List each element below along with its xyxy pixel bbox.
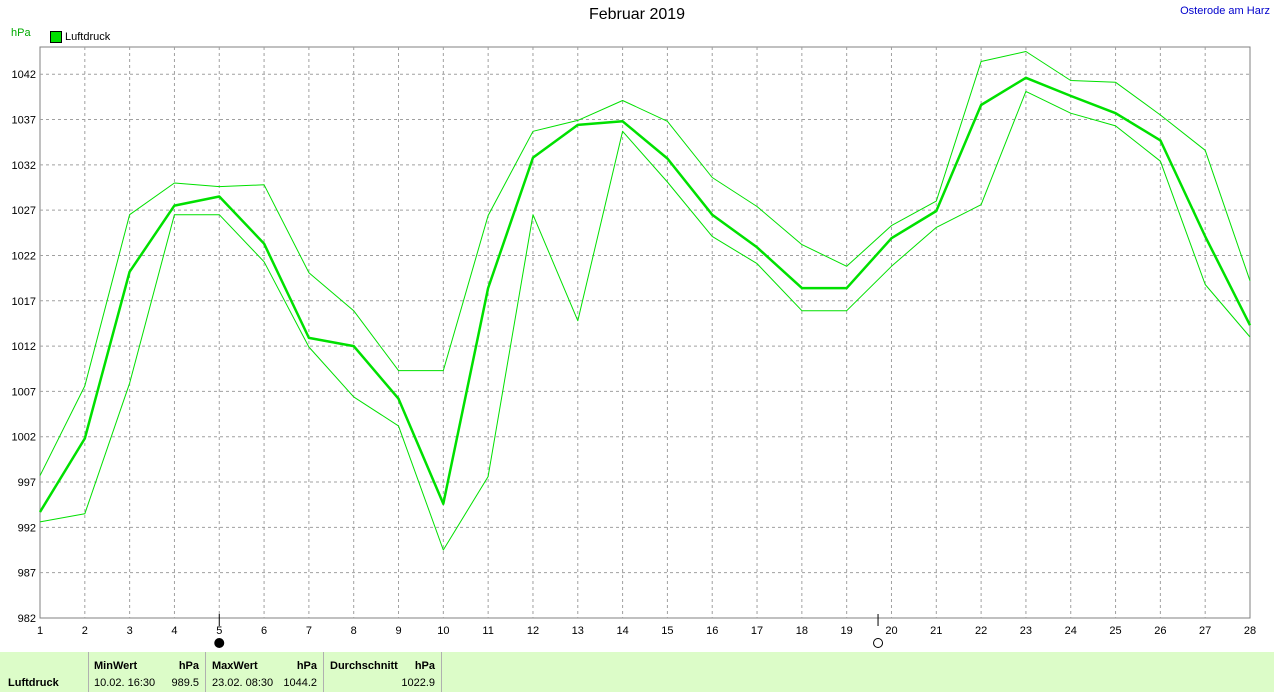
x-tick-label: 18	[796, 625, 808, 637]
stats-avg-unit: hPa	[414, 660, 435, 672]
stats-avg-header: Durchschnitt	[330, 660, 398, 672]
stats-avg-value: 1022.9	[401, 677, 435, 689]
pressure-chart: 9829879929971002100710121017102210271032…	[12, 46, 1256, 648]
x-tick-label: 3	[127, 625, 133, 637]
y-tick-label: 1002	[12, 432, 36, 444]
x-tick-label: 11	[482, 625, 493, 637]
y-tick-label: 987	[18, 568, 36, 580]
stats-row-label-cell: Luftdruck	[0, 652, 89, 692]
x-tick-label: 15	[661, 625, 673, 637]
x-tick-label: 6	[261, 625, 267, 637]
y-tick-label: 982	[18, 613, 36, 625]
x-tick-label: 5	[216, 625, 222, 637]
x-tick-label: 2	[82, 625, 88, 637]
y-tick-label: 992	[18, 522, 36, 534]
stats-min-cell: MinWert hPa 10.02. 16:30 989.5	[88, 652, 206, 692]
y-axis-unit: hPa	[11, 27, 31, 39]
x-tick-label: 4	[171, 625, 177, 637]
x-tick-label: 22	[975, 625, 987, 637]
x-tick-label: 10	[437, 625, 449, 637]
legend-swatch	[50, 31, 62, 43]
x-tick-label: 19	[841, 625, 853, 637]
x-tick-label: 20	[885, 625, 897, 637]
x-tick-label: 24	[1065, 625, 1077, 637]
x-tick-label: 28	[1244, 625, 1256, 637]
y-tick-label: 1032	[12, 160, 36, 172]
y-tick-label: 1007	[12, 386, 36, 398]
stats-min-unit: hPa	[178, 660, 199, 672]
stats-max-time: 23.02. 08:30	[212, 677, 274, 689]
stats-avg-cell: Durchschnitt hPa 1022.9	[324, 652, 442, 692]
series-min-line	[39, 90, 1251, 551]
stats-max-header: MaxWert	[212, 660, 258, 672]
x-tick-label: 26	[1154, 625, 1166, 637]
stats-max-unit: hPa	[296, 660, 317, 672]
x-tick-label: 27	[1199, 625, 1211, 637]
stats-max-cell: MaxWert hPa 23.02. 08:30 1044.2	[206, 652, 324, 692]
stats-min-header: MinWert	[94, 660, 138, 672]
x-tick-label: 7	[306, 625, 312, 637]
stats-max-value: 1044.2	[283, 677, 317, 689]
x-tick-label: 1	[37, 625, 43, 637]
y-tick-label: 1027	[12, 205, 36, 217]
station-name: Osterode am Harz	[1180, 5, 1270, 17]
y-tick-label: 1042	[12, 69, 36, 81]
plot-area	[39, 46, 1251, 619]
y-tick-label: 1037	[12, 115, 36, 127]
x-tick-label: 13	[572, 625, 584, 637]
y-tick-label: 1012	[12, 341, 36, 353]
stats-row-label: Luftdruck	[8, 677, 59, 689]
y-tick-label: 1022	[12, 250, 36, 262]
y-tick-label: 997	[18, 477, 36, 489]
stats-bar: Luftdruck MinWert hPa 10.02. 16:30 989.5…	[0, 652, 1274, 692]
stats-min-value: 989.5	[171, 677, 199, 689]
x-tick-label: 17	[751, 625, 763, 637]
x-tick-label: 23	[1020, 625, 1032, 637]
chart-title: Februar 2019	[588, 6, 686, 23]
x-tick-label: 21	[930, 625, 942, 637]
x-tick-label: 12	[527, 625, 539, 637]
series-max-line	[39, 51, 1251, 476]
x-tick-label: 25	[1109, 625, 1121, 637]
series-mean-line	[38, 76, 1252, 513]
y-tick-label: 1017	[12, 296, 36, 308]
x-tick-label: 8	[351, 625, 357, 637]
new-moon-icon	[873, 638, 884, 648]
stats-min-time: 10.02. 16:30	[94, 677, 156, 689]
full-moon-icon	[214, 638, 225, 648]
x-tick-label: 9	[395, 625, 401, 637]
x-tick-label: 14	[616, 625, 628, 637]
legend: Luftdruck	[50, 31, 110, 43]
x-tick-label: 16	[706, 625, 718, 637]
legend-label: Luftdruck	[65, 31, 111, 43]
